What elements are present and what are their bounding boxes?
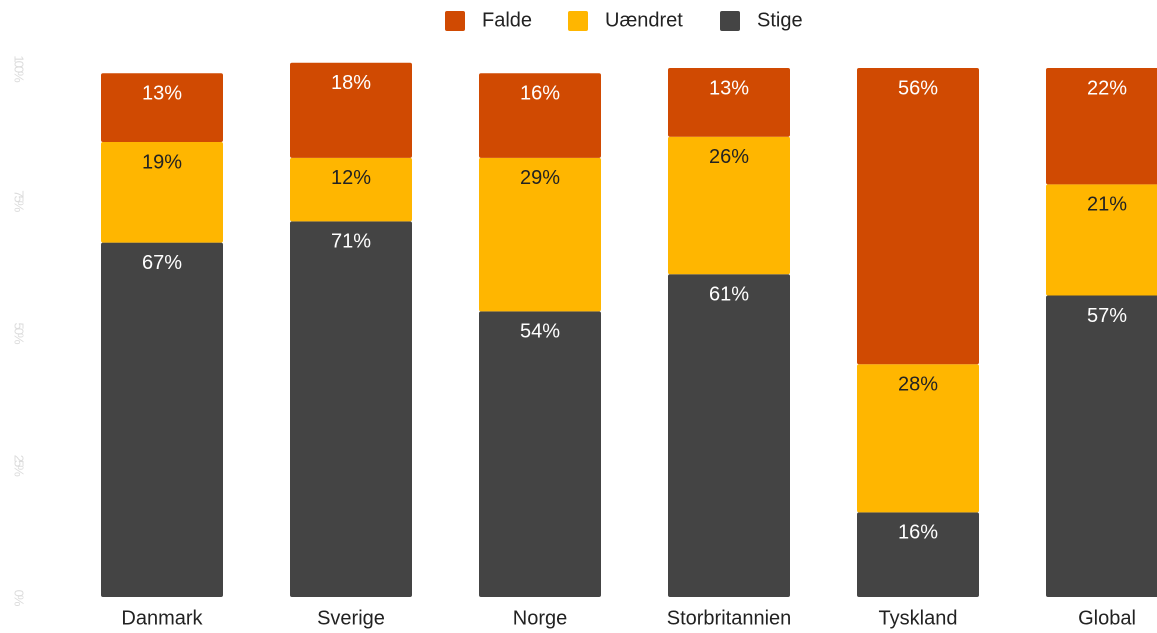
data-label: 71%: [331, 231, 371, 253]
data-label: 54%: [520, 321, 560, 343]
data-label: 12%: [331, 167, 371, 189]
bar-segment: [479, 73, 601, 158]
bar-segment: [290, 62, 412, 158]
bar-segment: [1046, 295, 1157, 597]
data-label: 56%: [898, 77, 938, 99]
x-tick-label: Norge: [513, 607, 567, 629]
bar-segment: [479, 157, 601, 312]
data-label: 19%: [142, 151, 182, 173]
data-label: 67%: [142, 252, 182, 274]
bar-segment: [1046, 68, 1157, 185]
bar-segment: [857, 512, 979, 597]
data-label: 29%: [520, 167, 560, 189]
data-label: 16%: [520, 83, 560, 105]
legend-label: Uændret: [605, 9, 683, 31]
legend-swatch: [568, 11, 588, 31]
x-tick-label: Storbritannien: [667, 607, 792, 629]
x-tick-label: Danmark: [121, 607, 203, 629]
bar-segment: [101, 73, 223, 143]
bar-segment: [668, 274, 790, 597]
y-tick-label: 50%: [12, 322, 27, 344]
bar-segment: [290, 221, 412, 597]
x-tick-label: Tyskland: [879, 607, 958, 629]
bar-segment: [857, 68, 979, 365]
data-label: 57%: [1087, 305, 1127, 327]
y-tick-label: 75%: [12, 190, 27, 212]
data-label: 26%: [709, 146, 749, 168]
bar-segment: [479, 311, 601, 597]
data-label: 21%: [1087, 194, 1127, 216]
y-tick-label: 0%: [12, 590, 27, 607]
x-tick-label: Sverige: [317, 607, 385, 629]
bar-segment: [668, 136, 790, 275]
data-label: 16%: [898, 522, 938, 544]
bar-segment: [101, 242, 223, 597]
data-label: 61%: [709, 284, 749, 306]
data-label: 13%: [709, 77, 749, 99]
legend-swatch: [445, 11, 465, 31]
legend-label: Stige: [757, 9, 803, 31]
data-label: 13%: [142, 83, 182, 105]
data-label: 22%: [1087, 77, 1127, 99]
y-tick-label: 100%: [12, 55, 27, 83]
bar-segment: [857, 364, 979, 513]
bar-segment: [1046, 184, 1157, 296]
bar-segment: [290, 157, 412, 222]
legend-label: Falde: [482, 9, 532, 31]
bar-segment: [668, 68, 790, 137]
data-label: 18%: [331, 72, 371, 94]
x-tick-label: Global: [1078, 607, 1136, 629]
bar-segment: [101, 142, 223, 243]
legend-swatch: [720, 11, 740, 31]
data-label: 28%: [898, 374, 938, 396]
y-tick-label: 25%: [12, 455, 27, 477]
